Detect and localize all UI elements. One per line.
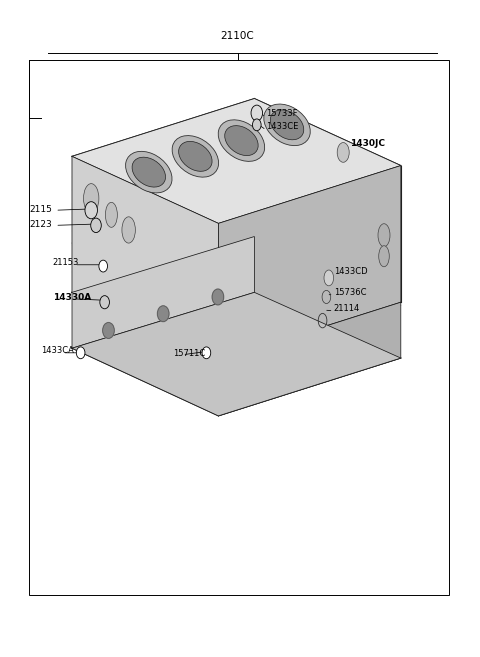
Ellipse shape <box>179 141 212 171</box>
Text: 1433CE: 1433CE <box>266 122 299 131</box>
Text: 2123: 2123 <box>30 219 52 229</box>
Text: 21114: 21114 <box>334 304 360 313</box>
Polygon shape <box>218 166 401 360</box>
Ellipse shape <box>264 104 310 146</box>
Polygon shape <box>72 292 401 416</box>
Circle shape <box>157 306 169 322</box>
Circle shape <box>103 323 114 338</box>
Circle shape <box>76 347 85 359</box>
Ellipse shape <box>218 120 264 162</box>
Text: 1433CD: 1433CD <box>334 267 367 276</box>
Text: 1433CA: 1433CA <box>41 346 73 355</box>
Ellipse shape <box>122 217 135 243</box>
Ellipse shape <box>132 157 166 187</box>
Polygon shape <box>72 99 401 223</box>
Text: 15733F: 15733F <box>266 109 298 118</box>
Polygon shape <box>72 156 218 360</box>
Bar <box>29 60 449 595</box>
Circle shape <box>251 105 263 121</box>
Text: 15711C: 15711C <box>173 349 205 358</box>
Circle shape <box>252 119 261 131</box>
Ellipse shape <box>378 223 390 247</box>
Text: 14330A: 14330A <box>53 293 91 302</box>
Text: 2115: 2115 <box>30 204 53 214</box>
Circle shape <box>85 202 97 219</box>
Ellipse shape <box>270 110 304 140</box>
Polygon shape <box>218 302 401 416</box>
Text: 1430JC: 1430JC <box>350 139 385 148</box>
Ellipse shape <box>379 246 389 267</box>
Circle shape <box>202 347 211 359</box>
Circle shape <box>91 218 101 233</box>
Text: 21153: 21153 <box>53 258 79 267</box>
Ellipse shape <box>337 143 349 162</box>
Text: 2110C: 2110C <box>221 31 254 41</box>
Ellipse shape <box>324 270 334 286</box>
Ellipse shape <box>84 184 99 213</box>
Circle shape <box>100 296 109 309</box>
Polygon shape <box>72 237 254 348</box>
Circle shape <box>99 260 108 272</box>
Ellipse shape <box>126 151 172 193</box>
Text: 15736C: 15736C <box>334 288 366 297</box>
Ellipse shape <box>225 125 258 156</box>
Ellipse shape <box>172 135 218 177</box>
Circle shape <box>212 289 224 305</box>
Ellipse shape <box>106 202 117 227</box>
